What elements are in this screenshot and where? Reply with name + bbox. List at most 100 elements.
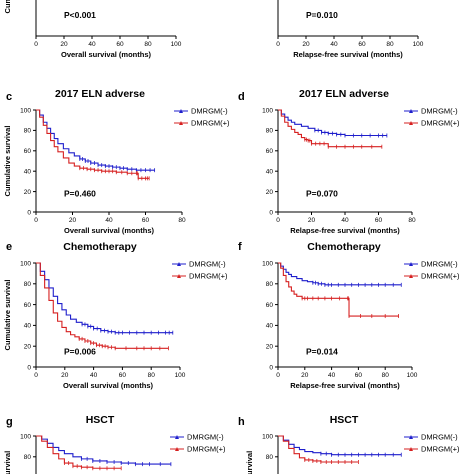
x-tick-label: 60	[142, 217, 150, 224]
y-tick-label: 0	[269, 364, 273, 371]
legend-label: DMRGM(+)	[421, 445, 460, 454]
y-tick-label: 100	[262, 433, 273, 440]
x-tick-label: 80	[408, 217, 416, 224]
series-line-pos	[278, 109, 382, 148]
legend-marker	[409, 262, 413, 266]
panel-title: Chemotherapy	[307, 241, 381, 253]
y-tick-label: 100	[262, 107, 273, 114]
x-tick-label: 100	[171, 41, 182, 48]
x-tick-label: 20	[61, 372, 69, 379]
y-axis-label: Cumulative survival	[3, 126, 12, 197]
y-axis-label: survival	[3, 451, 12, 474]
legend-label: DMRGM(+)	[421, 119, 460, 128]
y-tick-label: 0	[27, 364, 31, 371]
series-line-neg	[278, 262, 402, 286]
legend-label: DMRGM(-)	[189, 260, 226, 269]
x-tick-label: 80	[148, 372, 156, 379]
y-tick-label: 80	[266, 454, 274, 461]
p-value: P=0.014	[306, 347, 338, 357]
x-axis-label: Relapse-free survival (months)	[293, 50, 403, 59]
x-tick-label: 20	[302, 41, 310, 48]
x-tick-label: 80	[382, 372, 390, 379]
legend-marker	[175, 447, 179, 451]
x-tick-label: 20	[69, 217, 77, 224]
panel-letter: e	[6, 241, 12, 253]
y-tick-label: 60	[24, 148, 32, 155]
x-tick-label: 0	[276, 41, 280, 48]
x-tick-label: 20	[308, 217, 316, 224]
x-tick-label: 0	[34, 372, 38, 379]
y-tick-label: 80	[266, 128, 274, 135]
legend-label: DMRGM(+)	[191, 119, 230, 128]
p-value: P=0.006	[64, 347, 96, 357]
x-tick-label: 60	[119, 372, 127, 379]
x-tick-label: 0	[276, 217, 280, 224]
x-tick-label: 60	[116, 41, 124, 48]
y-tick-label: 40	[266, 323, 274, 330]
y-tick-label: 80	[266, 281, 274, 288]
series-line-pos	[278, 435, 359, 463]
x-tick-label: 20	[301, 372, 309, 379]
x-tick-label: 40	[105, 217, 113, 224]
x-tick-label: 60	[358, 41, 366, 48]
x-tick-label: 60	[355, 372, 363, 379]
x-axis-label: Relapse-free survival (months)	[290, 226, 400, 235]
y-tick-label: 60	[266, 302, 274, 309]
p-value: P=0.010	[306, 10, 338, 20]
x-tick-label: 40	[88, 41, 96, 48]
panel-title: 2017 ELN adverse	[299, 88, 389, 100]
x-tick-label: 100	[175, 372, 186, 379]
series-line-neg	[278, 435, 402, 456]
y-tick-label: 60	[266, 148, 274, 155]
x-tick-label: 100	[413, 41, 424, 48]
x-tick-label: 40	[330, 41, 338, 48]
x-tick-label: 40	[328, 372, 336, 379]
legend-label: DMRGM(+)	[187, 445, 226, 454]
series-line-neg	[36, 262, 173, 334]
x-tick-label: 80	[144, 41, 152, 48]
y-tick-label: 40	[24, 323, 32, 330]
y-tick-label: 40	[266, 169, 274, 176]
legend-marker	[409, 447, 413, 451]
legend-label: DMRGM(-)	[187, 433, 224, 442]
x-tick-label: 40	[90, 372, 98, 379]
series-line-pos	[36, 435, 122, 469]
y-tick-label: 80	[24, 128, 32, 135]
y-tick-label: 100	[20, 107, 31, 114]
legend-marker	[177, 262, 181, 266]
legend-marker	[409, 121, 413, 125]
legend-marker	[179, 109, 183, 113]
x-tick-label: 80	[178, 217, 186, 224]
y-tick-label: 0	[27, 209, 31, 216]
x-axis-label: Overall survival (months)	[64, 226, 155, 235]
x-axis-label: Overall survival (months)	[63, 381, 154, 390]
legend-label: DMRGM(-)	[191, 107, 228, 116]
p-value: P=0.070	[306, 189, 338, 199]
legend-label: DMRGM(+)	[189, 272, 228, 281]
y-tick-label: 20	[24, 189, 32, 196]
legend-marker	[175, 435, 179, 439]
y-axis-label: Cumulative survival	[3, 0, 12, 13]
x-axis-label: Relapse-free survival (months)	[290, 381, 400, 390]
y-tick-label: 20	[266, 189, 274, 196]
y-tick-label: 60	[24, 302, 32, 309]
y-tick-label: 20	[266, 344, 274, 351]
panel-letter: d	[238, 91, 245, 103]
y-tick-label: 80	[24, 281, 32, 288]
x-tick-label: 0	[34, 41, 38, 48]
panel-title: 2017 ELN adverse	[55, 88, 145, 100]
panel-letter: g	[6, 416, 13, 428]
y-axis-label: Cumulative survival	[3, 280, 12, 351]
y-tick-label: 20	[24, 344, 32, 351]
x-axis-label: Overall survival (months)	[61, 50, 152, 59]
x-tick-label: 40	[341, 217, 349, 224]
y-tick-label: 100	[20, 260, 31, 267]
x-tick-label: 0	[276, 372, 280, 379]
legend-marker	[177, 274, 181, 278]
series-line-pos	[36, 262, 169, 349]
x-tick-label: 100	[407, 372, 418, 379]
y-tick-label: 80	[24, 454, 32, 461]
legend-marker	[409, 109, 413, 113]
panel-title: Chemotherapy	[63, 241, 137, 253]
